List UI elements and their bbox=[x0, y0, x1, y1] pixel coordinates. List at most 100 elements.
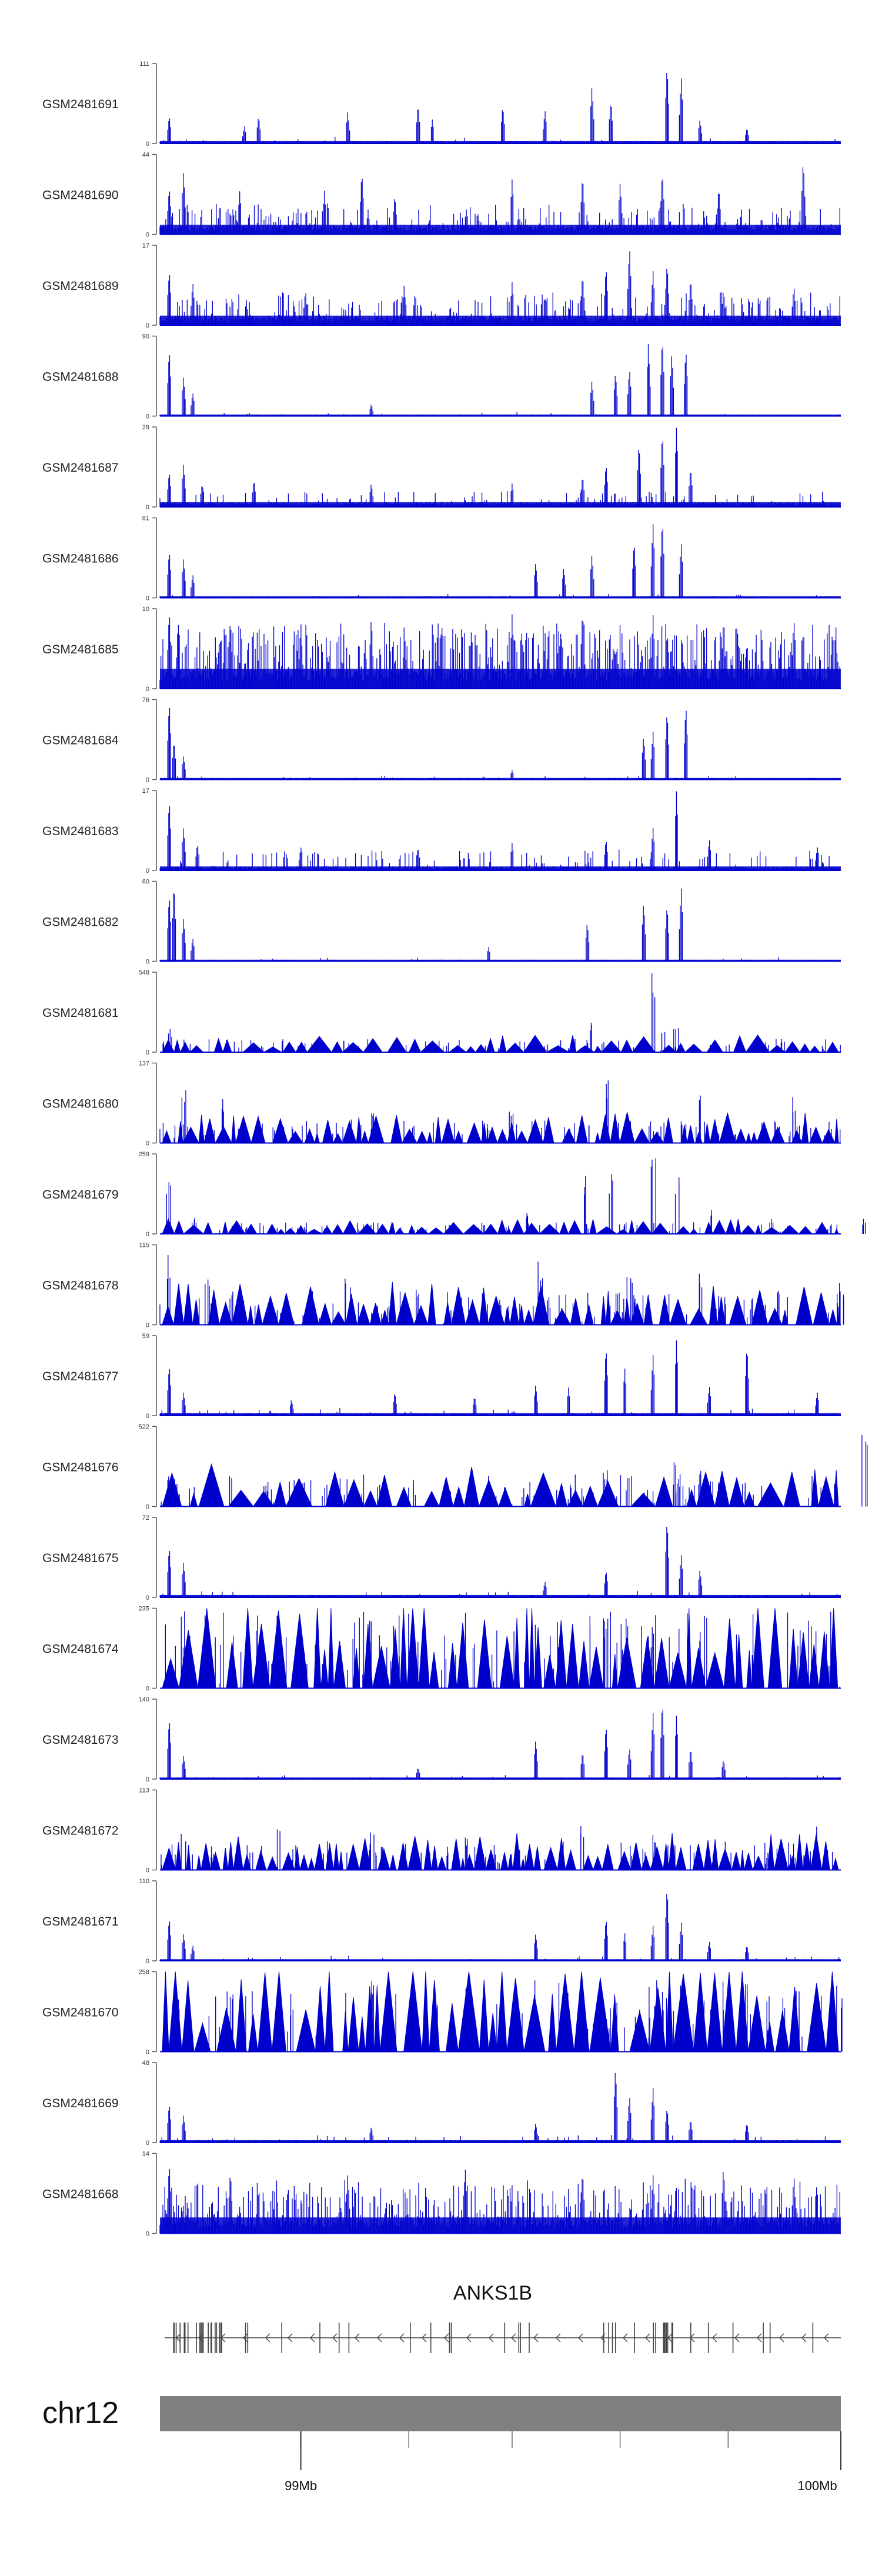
signal-floor bbox=[160, 2217, 841, 2234]
track-label: GSM2481687 bbox=[42, 461, 119, 475]
track-gsm2481669: GSM2481669 48 0 bbox=[42, 2060, 841, 2147]
track-gsm2481674: GSM2481674 235 0 bbox=[42, 1606, 841, 1693]
track-zero-label: 0 bbox=[146, 1867, 149, 1874]
track-max-label: 140 bbox=[139, 1696, 149, 1703]
track-zero-label: 0 bbox=[146, 595, 149, 602]
track-max-label: 90 bbox=[142, 333, 149, 341]
track-zero-label: 0 bbox=[146, 1594, 149, 1601]
signal-area bbox=[160, 1035, 841, 1053]
track-gsm2481672: GSM2481672 113 0 bbox=[42, 1787, 841, 1874]
track-label: GSM2481679 bbox=[42, 1188, 119, 1202]
track-max-label: 76 bbox=[142, 697, 149, 704]
track-gsm2481687: GSM2481687 29 0 bbox=[42, 424, 841, 511]
signal-floor bbox=[160, 502, 841, 507]
signal-bars bbox=[159, 344, 840, 416]
signal-floor bbox=[160, 2140, 841, 2143]
track-zero-label: 0 bbox=[146, 686, 149, 693]
track-max-label: 17 bbox=[142, 788, 149, 795]
track-gsm2481670: GSM2481670 258 0 bbox=[42, 1969, 843, 2056]
track-zero-label: 0 bbox=[146, 1504, 149, 1511]
track-max-label: 258 bbox=[139, 1969, 149, 1976]
track-zero-label: 0 bbox=[146, 1231, 149, 1238]
track-gsm2481673: GSM2481673 140 0 bbox=[42, 1696, 841, 1783]
gene-strand-arrows bbox=[175, 2333, 829, 2343]
track-zero-label: 0 bbox=[146, 1686, 149, 1693]
track-label: GSM2481680 bbox=[42, 1097, 119, 1111]
track-gsm2481678: GSM2481678 115 0 bbox=[42, 1242, 844, 1329]
signal-area bbox=[160, 1463, 841, 1508]
track-label: GSM2481691 bbox=[42, 98, 119, 111]
track-gsm2481690: GSM2481690 44 0 bbox=[42, 152, 841, 239]
signal-spikes bbox=[159, 1080, 841, 1143]
signal-spikes bbox=[159, 1255, 844, 1325]
signal-bars bbox=[159, 524, 840, 598]
track-max-label: 113 bbox=[139, 1787, 149, 1794]
track-zero-label: 0 bbox=[146, 2049, 149, 2056]
gene-model bbox=[164, 2323, 841, 2353]
track-zero-label: 0 bbox=[146, 2140, 149, 2147]
track-max-label: 48 bbox=[142, 2060, 149, 2067]
track-label: GSM2481675 bbox=[42, 1551, 119, 1565]
signal-tracks: GSM2481691 111 0 GSM2481690 44 0 GSM2481689 17 0… bbox=[42, 61, 868, 2238]
track-gsm2481677: GSM2481677 59 0 bbox=[42, 1333, 841, 1420]
track-zero-label: 0 bbox=[146, 322, 149, 329]
track-label: GSM2481689 bbox=[42, 279, 119, 293]
signal-floor bbox=[160, 1959, 841, 1961]
track-zero-label: 0 bbox=[146, 1049, 149, 1056]
track-label: GSM2481673 bbox=[42, 1733, 119, 1747]
signal-floor bbox=[160, 414, 841, 416]
signal-spikes bbox=[166, 1158, 866, 1234]
track-zero-label: 0 bbox=[146, 2231, 149, 2238]
signal-area bbox=[160, 1282, 841, 1326]
signal-bars bbox=[159, 708, 840, 780]
track-label: GSM2481674 bbox=[42, 1643, 119, 1656]
track-max-label: 44 bbox=[142, 152, 149, 159]
signal-area bbox=[160, 1608, 841, 1689]
track-max-label: 548 bbox=[139, 969, 149, 976]
track-max-label: 59 bbox=[142, 1333, 149, 1340]
track-gsm2481685: GSM2481685 10 0 bbox=[42, 606, 841, 693]
track-gsm2481688: GSM2481688 90 0 bbox=[42, 333, 841, 421]
track-label: GSM2481669 bbox=[42, 2097, 119, 2110]
track-gsm2481679: GSM2481679 259 0 bbox=[42, 1151, 866, 1238]
track-label: GSM2481684 bbox=[42, 734, 119, 748]
track-max-label: 110 bbox=[139, 1878, 149, 1885]
signal-bars bbox=[159, 1710, 840, 1779]
gene-name: ANKS1B bbox=[453, 2282, 532, 2304]
track-max-label: 81 bbox=[142, 515, 149, 522]
track-label: GSM2481683 bbox=[42, 825, 119, 838]
track-label: GSM2481681 bbox=[42, 1006, 119, 1020]
track-zero-label: 0 bbox=[146, 1958, 149, 1965]
track-zero-label: 0 bbox=[146, 867, 149, 875]
track-max-label: 115 bbox=[139, 1242, 149, 1249]
signal-spikes bbox=[163, 1980, 843, 2052]
track-gsm2481676: GSM2481676 522 0 bbox=[42, 1424, 868, 1511]
track-label: GSM2481677 bbox=[42, 1370, 119, 1383]
track-zero-label: 0 bbox=[146, 777, 149, 784]
track-max-label: 10 bbox=[142, 606, 149, 613]
track-zero-label: 0 bbox=[146, 141, 149, 148]
chromosome-band bbox=[160, 2396, 841, 2431]
track-zero-label: 0 bbox=[146, 504, 149, 511]
track-max-label: 522 bbox=[139, 1424, 149, 1431]
track-max-label: 235 bbox=[139, 1606, 149, 1613]
signal-bars bbox=[159, 2073, 840, 2143]
track-gsm2481671: GSM2481671 110 0 bbox=[42, 1878, 841, 1965]
track-zero-label: 0 bbox=[146, 1322, 149, 1329]
track-max-label: 29 bbox=[142, 424, 149, 431]
track-gsm2481681: GSM2481681 548 0 bbox=[42, 969, 841, 1056]
signal-bars bbox=[159, 888, 840, 962]
track-max-label: 72 bbox=[142, 1514, 149, 1521]
track-zero-label: 0 bbox=[146, 1140, 149, 1147]
signal-floor bbox=[160, 1413, 841, 1416]
track-label: GSM2481685 bbox=[42, 643, 119, 656]
track-label: GSM2481678 bbox=[42, 1279, 119, 1293]
signal-bars bbox=[159, 73, 840, 144]
signal-bars bbox=[159, 251, 840, 325]
track-label: GSM2481672 bbox=[42, 1824, 119, 1838]
track-label: GSM2481670 bbox=[42, 2006, 119, 2020]
track-gsm2481684: GSM2481684 76 0 bbox=[42, 697, 841, 784]
signal-bars bbox=[159, 1527, 840, 1597]
track-zero-label: 0 bbox=[146, 1776, 149, 1783]
signal-floor bbox=[160, 315, 841, 325]
